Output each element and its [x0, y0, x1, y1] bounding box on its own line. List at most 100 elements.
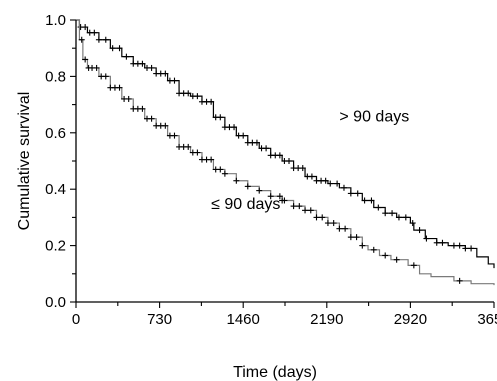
censor-mark	[253, 139, 260, 146]
censor-mark	[393, 256, 400, 263]
censor-mark	[286, 158, 293, 164]
censor-mark	[208, 156, 215, 163]
censor-mark	[148, 64, 155, 71]
censor-mark	[233, 177, 240, 184]
censor-mark	[171, 132, 178, 139]
censor-mark	[217, 114, 224, 121]
censor-mark	[125, 95, 132, 102]
censor-mark	[410, 262, 417, 269]
x-axis-title: Time (days)	[233, 364, 317, 381]
x-tick-label: 730	[147, 311, 172, 328]
censor-mark	[319, 214, 326, 221]
series-group	[76, 19, 495, 286]
y-tick-label: 0.0	[45, 294, 66, 311]
censor-mark	[361, 197, 368, 204]
censor-mark	[217, 166, 224, 173]
censor-mark	[185, 90, 192, 97]
censor-mark	[123, 53, 130, 60]
censor-mark	[330, 220, 337, 227]
y-tick-label: 0.2	[45, 238, 66, 255]
censor-mark	[370, 246, 377, 253]
censor-mark	[82, 24, 89, 31]
censor-mark	[439, 239, 446, 246]
censor-mark	[82, 56, 89, 63]
censor-mark	[389, 210, 396, 217]
censor-mark	[162, 70, 169, 77]
censor-mark	[342, 225, 349, 232]
censor-mark	[416, 227, 423, 234]
censor-mark	[368, 197, 375, 204]
censor-mark	[244, 183, 251, 190]
censor-mark	[267, 193, 274, 200]
censor-mark	[395, 214, 402, 221]
censor-mark	[324, 220, 331, 227]
x-tick-label: 2920	[394, 311, 427, 328]
censor-mark	[263, 145, 270, 152]
x-tick-label: 1460	[227, 311, 260, 328]
censor-mark	[313, 214, 320, 221]
series-label-0: > 90 days	[339, 109, 409, 126]
censor-mark	[194, 93, 201, 100]
censor-mark	[185, 143, 192, 150]
censor-mark	[102, 73, 109, 80]
censor-mark	[347, 234, 354, 241]
censor-mark	[116, 84, 123, 91]
censor-mark	[336, 225, 343, 232]
censor-mark	[91, 29, 98, 36]
censor-mark	[78, 36, 85, 43]
censor-mark	[256, 187, 263, 194]
censor-mark	[171, 77, 178, 84]
series-label-1: ≤ 90 days	[211, 196, 280, 213]
censor-mark	[93, 64, 100, 71]
censor-mark	[139, 105, 146, 112]
censor-mark	[340, 184, 347, 191]
y-tick-label: 0.6	[45, 125, 66, 142]
censor-mark	[382, 252, 389, 259]
censor-mark	[276, 152, 283, 159]
censor-mark	[375, 204, 382, 211]
censor-mark	[139, 60, 146, 67]
censor-mark	[456, 242, 463, 249]
censor-mark	[456, 277, 463, 284]
censor-mark	[299, 165, 306, 172]
censor-mark	[402, 214, 409, 221]
censor-mark	[276, 193, 283, 200]
censor-mark	[433, 239, 440, 246]
censor-mark	[208, 98, 215, 105]
x-tick-label: 0	[72, 311, 80, 328]
censor-mark	[382, 210, 389, 217]
censor-mark	[290, 203, 297, 210]
y-tick-label: 0.4	[45, 181, 66, 198]
series-line-0	[76, 19, 495, 269]
censor-mark	[450, 242, 457, 249]
censor-mark	[95, 36, 102, 43]
y-tick-label: 0.8	[45, 68, 66, 85]
censor-mark	[109, 45, 116, 52]
y-axis-title: Cumulative survival	[16, 92, 33, 231]
censor-mark	[322, 177, 329, 184]
censor-mark	[409, 220, 416, 227]
censor-mark	[231, 124, 238, 131]
censor-mark	[148, 115, 155, 122]
censor-mark	[296, 203, 303, 210]
censor-mark	[194, 149, 201, 156]
censor-mark	[221, 170, 228, 177]
censor-mark	[423, 235, 430, 242]
censor-mark	[116, 45, 123, 52]
annotation-group: > 90 days ≤ 90 days	[211, 109, 409, 213]
censor-mark	[462, 245, 469, 252]
censor-mark	[359, 242, 366, 249]
censor-mark	[347, 190, 354, 197]
censor-mark	[281, 197, 288, 204]
censor-mark	[308, 173, 315, 180]
axes-group: 0 730 1460 2190 2920 3650 0.0 0.2 0.4 0.6 0.8 1.0	[45, 12, 497, 328]
x-tick-label: 2190	[310, 311, 343, 328]
series-line-1	[76, 19, 495, 286]
censor-mark	[327, 180, 334, 187]
y-tick-label: 1.0	[45, 12, 66, 29]
censor-mark	[334, 180, 341, 187]
censor-mark	[307, 207, 314, 214]
censor-mark	[353, 234, 360, 241]
